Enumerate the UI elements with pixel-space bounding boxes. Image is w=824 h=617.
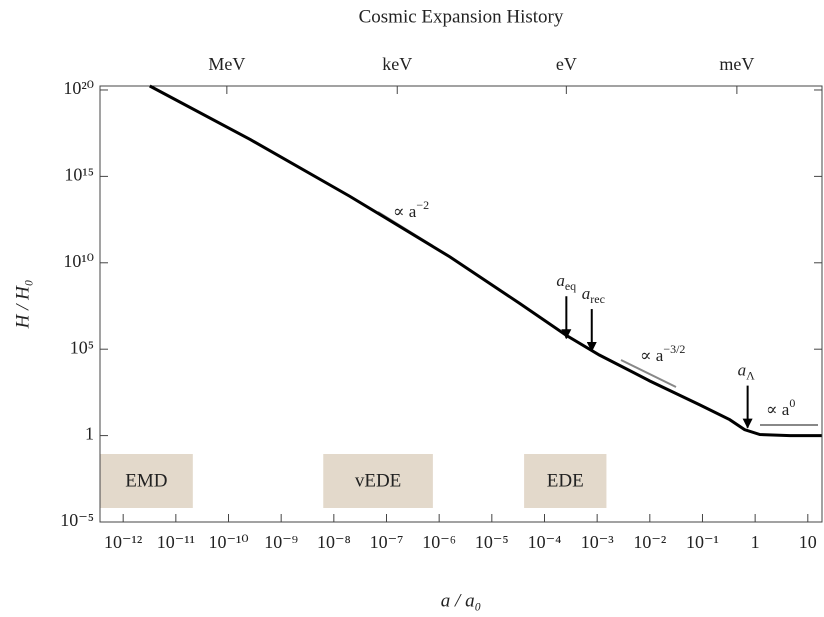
slope-label-text: ∝ a (393, 202, 417, 221)
y-tick-label: 10²⁰ (63, 78, 94, 98)
x-tick-label: 1 (751, 532, 760, 552)
slope-label-text: ∝ a (766, 400, 790, 419)
x-tick-label: 10⁻⁹ (264, 532, 298, 552)
region (323, 454, 433, 508)
y-tick-label: 1 (85, 424, 94, 444)
region-label: EMD (125, 470, 167, 491)
marker-label-sub: eq (565, 279, 576, 293)
y-tick-label: 10⁻⁵ (60, 510, 94, 530)
x-tick-label: 10⁻⁴ (528, 532, 562, 552)
region (100, 454, 193, 508)
x-axis-label: a / a₀ (441, 590, 481, 611)
x2-tick-label: meV (719, 54, 754, 74)
region-label: EDE (547, 470, 584, 491)
marker-label-text: a (582, 284, 591, 303)
y-tick-label: 10¹⁰ (63, 251, 94, 271)
marker-label-text: a (738, 361, 747, 380)
x-tick-label: 10⁻³ (581, 532, 615, 552)
x2-tick-label: MeV (208, 54, 245, 74)
x-tick-label: 10⁻¹ (686, 532, 719, 552)
chart-title: Cosmic Expansion History (359, 6, 564, 27)
slope-label-sup: 0 (789, 396, 795, 410)
region-label: vEDE (355, 470, 401, 491)
x-tick-label: 10⁻¹⁰ (208, 532, 248, 552)
marker-label: arec (582, 284, 605, 306)
marker-label: aeq (556, 271, 576, 293)
slope-label: ∝ a0 (766, 396, 795, 419)
x2-tick-label: eV (556, 54, 577, 74)
slope-label-text: ∝ a (640, 346, 664, 365)
x-tick-label: 10⁻¹² (104, 532, 142, 552)
data-line (149, 84, 822, 438)
x-tick-label: 10⁻⁷ (370, 532, 404, 552)
slope-label-sup: −2 (416, 198, 429, 212)
marker-label-sub: Λ (746, 368, 755, 382)
slope-label: ∝ a−2 (393, 198, 429, 221)
x-tick-label: 10⁻⁵ (475, 532, 509, 552)
x-tick-label: 10⁻⁶ (422, 532, 456, 552)
marker-label-text: a (556, 271, 565, 290)
marker-label: aΛ (738, 361, 756, 383)
x-tick-label: 10⁻² (633, 532, 666, 552)
x-tick-label: 10⁻¹¹ (157, 532, 195, 552)
x-tick-label: 10⁻⁸ (317, 532, 351, 552)
y-axis-label: H / H₀ (12, 280, 33, 330)
plot-frame (99, 85, 823, 523)
slope-guide (620, 359, 677, 388)
region (524, 454, 607, 508)
x-tick-label: 10 (799, 532, 817, 552)
y-tick-label: 10¹⁵ (64, 165, 94, 185)
marker-label-sub: rec (590, 292, 605, 306)
slope-label: ∝ a−3/2 (640, 342, 685, 365)
slope-label-sup: −3/2 (663, 342, 685, 356)
y-tick-label: 10⁵ (70, 337, 94, 357)
x2-tick-label: keV (382, 54, 412, 74)
